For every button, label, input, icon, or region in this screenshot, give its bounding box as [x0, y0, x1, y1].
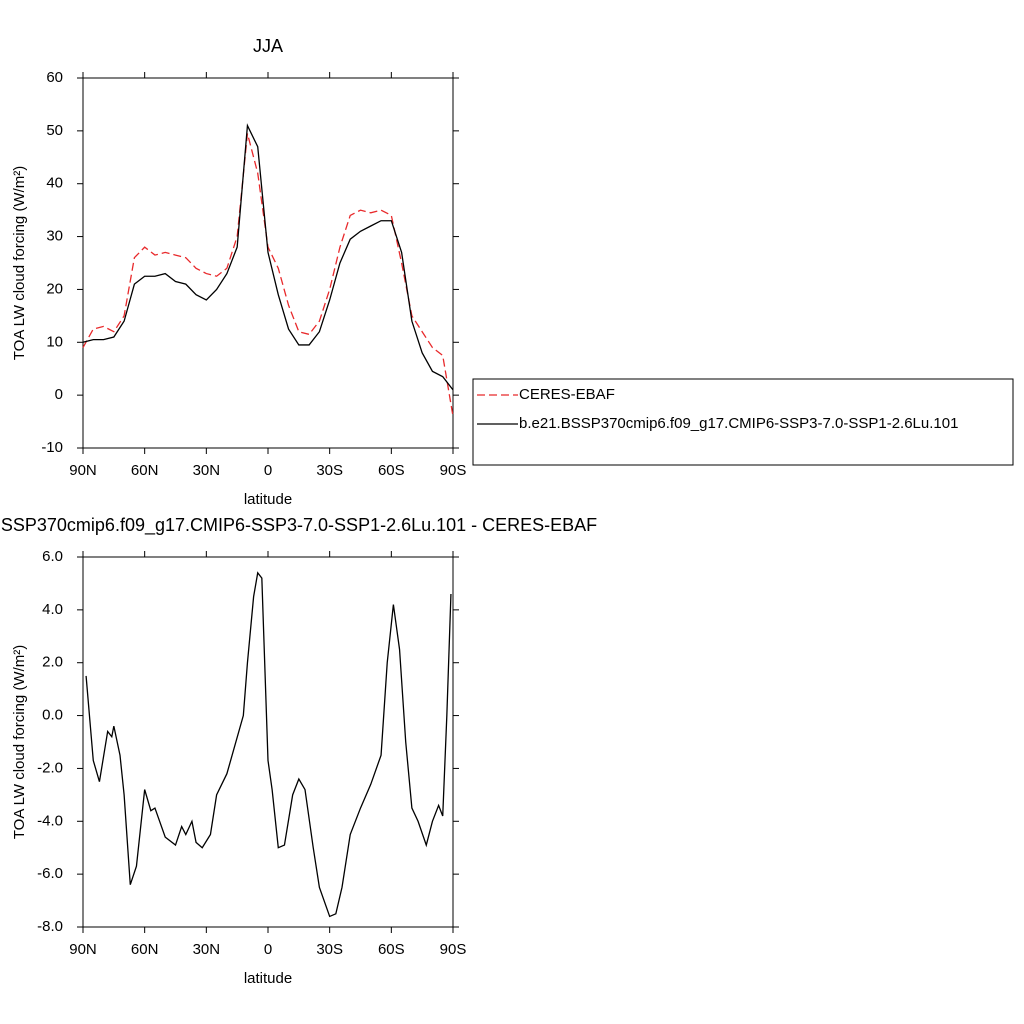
- y-tick-label: 6.0: [42, 548, 63, 565]
- x-tick-label: 60N: [131, 941, 159, 958]
- y-tick-label: 20: [46, 280, 63, 297]
- x-tick-label: 30N: [193, 462, 221, 479]
- x-tick-label: 60S: [378, 462, 405, 479]
- x-tick-label: 30S: [316, 941, 343, 958]
- x-tick-label: 90S: [440, 462, 467, 479]
- chart-title: b.e21.BSSP370cmip6.f09_g17.CMIP6-SSP3-7.…: [0, 515, 597, 536]
- chart-title: JJA: [253, 36, 283, 56]
- x-tick-label: 90N: [69, 462, 97, 479]
- y-tick-label: -8.0: [37, 918, 63, 935]
- y-tick-label: -10: [41, 439, 63, 456]
- y-tick-label: 2.0: [42, 654, 63, 671]
- x-tick-label: 60S: [378, 941, 405, 958]
- y-tick-label: -4.0: [37, 812, 63, 829]
- data-line: [82, 123, 454, 391]
- y-axis-label: TOA LW cloud forcing (W/m²): [11, 166, 28, 360]
- x-tick-label: 0: [264, 462, 272, 479]
- y-tick-label: 60: [46, 69, 63, 86]
- y-tick-label: 0: [55, 386, 63, 403]
- y-tick-label: 40: [46, 175, 63, 192]
- data-line: [82, 133, 454, 417]
- x-axis-label: latitude: [244, 970, 292, 987]
- y-tick-label: 50: [46, 122, 63, 139]
- x-tick-label: 60N: [131, 462, 159, 479]
- y-tick-label: 30: [46, 228, 63, 245]
- x-tick-label: 30N: [193, 941, 221, 958]
- plot-frame: [82, 77, 454, 449]
- x-axis-label: latitude: [244, 491, 292, 508]
- y-tick-label: 10: [46, 333, 63, 350]
- x-tick-label: 0: [264, 941, 272, 958]
- x-tick-label: 90N: [69, 941, 97, 958]
- y-tick-label: 4.0: [42, 601, 63, 618]
- x-tick-label: 30S: [316, 462, 343, 479]
- y-tick-label: -2.0: [37, 759, 63, 776]
- legend-label: CERES-EBAF: [519, 386, 615, 403]
- legend-label: b.e21.BSSP370cmip6.f09_g17.CMIP6-SSP3-7.…: [519, 415, 958, 432]
- y-axis-label: TOA LW cloud forcing (W/m²): [11, 645, 28, 839]
- y-tick-label: -6.0: [37, 865, 63, 882]
- y-tick-label: 0.0: [42, 707, 63, 724]
- legend-frame: [472, 378, 1014, 466]
- x-tick-label: 90S: [440, 941, 467, 958]
- data-line: [85, 571, 452, 918]
